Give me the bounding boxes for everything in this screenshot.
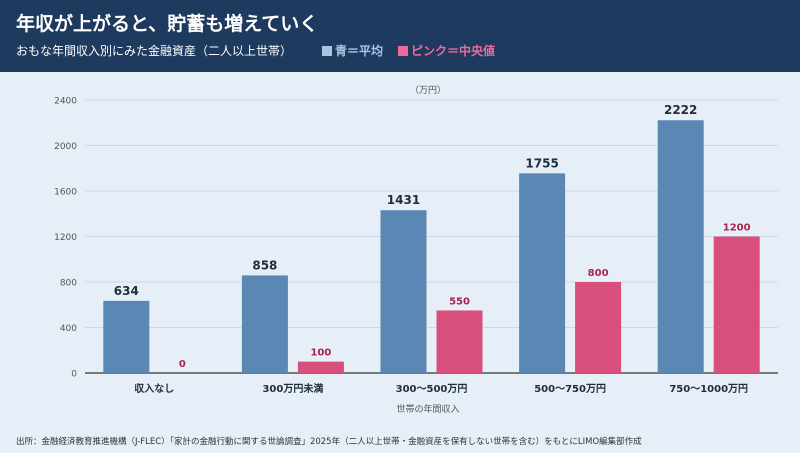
- page-title: 年収が上がると、貯蓄も増えていく: [16, 13, 319, 35]
- data-label-average: 634: [114, 284, 139, 298]
- y-tick-label: 0: [71, 370, 77, 380]
- bar-average: [380, 210, 427, 373]
- x-tick-label: 500〜750万円: [534, 383, 606, 395]
- bar-median: [713, 236, 760, 373]
- legend-median-label: ピンク＝中央値: [411, 44, 496, 58]
- x-tick-label: 収入なし: [134, 383, 174, 395]
- data-label-average: 1431: [387, 193, 420, 207]
- bar-average: [657, 120, 704, 373]
- data-label-median: 550: [449, 296, 470, 307]
- data-label-median: 100: [310, 348, 331, 359]
- bar-average: [241, 275, 288, 373]
- data-label-median: 0: [179, 359, 186, 370]
- bar-median: [436, 310, 483, 373]
- bar-average: [519, 173, 566, 373]
- x-tick-label: 750〜1000万円: [669, 383, 748, 395]
- y-tick-label: 1600: [54, 188, 77, 198]
- page-subtitle: おもな年間収入別にみた金融資産（二人以上世帯）: [16, 44, 293, 58]
- header-banner: 年収が上がると、貯蓄も増えていく おもな年間収入別にみた金融資産（二人以上世帯）…: [0, 0, 800, 72]
- bar-median: [297, 361, 344, 373]
- legend-average-label: 青＝平均: [335, 44, 384, 58]
- legend-median: ピンク＝中央値: [398, 42, 495, 59]
- source-footnote: 出所：金融経済教育推進機構（J-FLEC）「家計の金融行動に関する世論調査」20…: [16, 437, 642, 447]
- legend-average-swatch: [322, 46, 332, 56]
- data-label-average: 1755: [525, 156, 558, 170]
- y-unit-label: （万円）: [410, 85, 446, 96]
- y-tick-label: 400: [60, 324, 77, 334]
- data-label-median: 800: [588, 268, 609, 279]
- bar-median: [575, 282, 622, 373]
- legend-average: 青＝平均: [322, 42, 383, 59]
- x-tick-label: 300万円未満: [262, 382, 323, 395]
- bar-average: [103, 300, 150, 373]
- x-tick-label: 300〜500万円: [396, 383, 468, 395]
- x-axis-title: 世帯の年間収入: [396, 403, 459, 415]
- data-label-average: 2222: [664, 103, 697, 117]
- y-tick-label: 1200: [54, 233, 77, 243]
- y-tick-label: 2000: [54, 142, 77, 152]
- data-label-average: 858: [252, 258, 277, 272]
- y-tick-label: 2400: [54, 97, 77, 107]
- y-tick-label: 800: [60, 279, 77, 289]
- data-label-median: 1200: [723, 223, 751, 234]
- legend-median-swatch: [398, 46, 408, 56]
